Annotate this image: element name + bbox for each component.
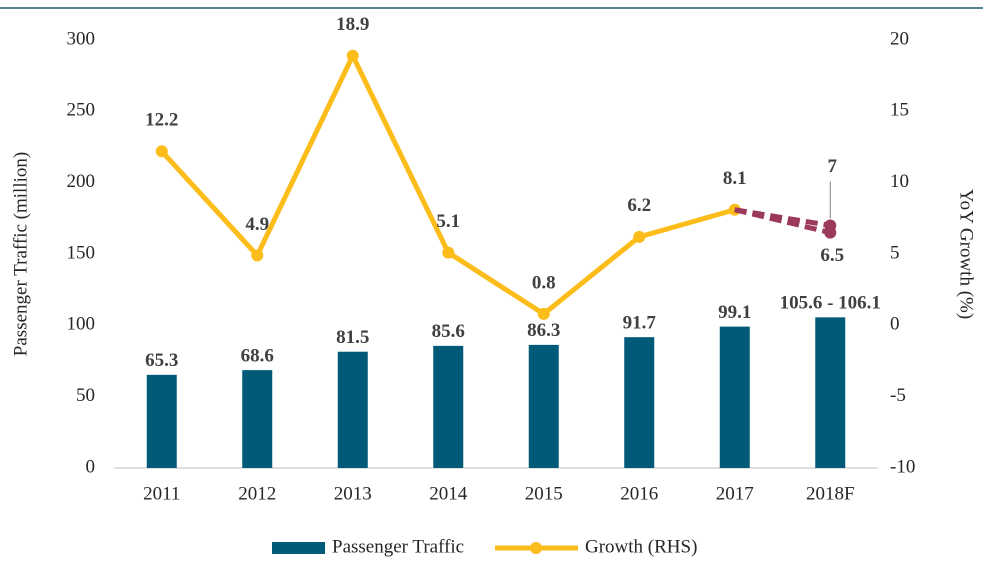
growth-point <box>346 49 359 62</box>
bar <box>242 370 273 468</box>
x-tick-label: 2017 <box>716 483 754 504</box>
forecast-value-label: 6.5 <box>820 245 844 266</box>
growth-value-label: 8.1 <box>723 168 747 189</box>
bar-value-label: 81.5 <box>336 327 369 348</box>
y2-tick-label: 20 <box>890 28 909 49</box>
growth-value-label: 18.9 <box>336 14 369 35</box>
y2-tick-label: -5 <box>890 385 906 406</box>
x-tick-label: 2013 <box>334 483 372 504</box>
bar <box>528 344 559 468</box>
y-tick-label: 50 <box>76 385 95 406</box>
bar-value-label: 68.6 <box>241 345 274 366</box>
x-tick-label: 2011 <box>143 483 180 504</box>
y2-tick-label: -10 <box>890 456 915 477</box>
y-axis-title: Passenger Traffic (million) <box>10 152 31 356</box>
x-tick-label: 2012 <box>238 483 276 504</box>
y2-tick-label: 5 <box>890 242 900 263</box>
y-tick-label: 100 <box>67 314 96 335</box>
growth-value-label: 6.2 <box>627 195 651 216</box>
bar <box>624 337 655 468</box>
y-tick-label: 0 <box>86 456 96 477</box>
growth-point <box>442 246 455 259</box>
forecast-value-label: 7 <box>828 156 838 177</box>
growth-value-label: 12.2 <box>145 110 178 131</box>
growth-value-label: 0.8 <box>532 272 556 293</box>
forecast-line <box>734 207 831 236</box>
growth-line <box>159 53 736 317</box>
growth-point <box>633 230 646 243</box>
legend-swatch <box>272 542 325 554</box>
x-tick-label: 2016 <box>620 483 658 504</box>
growth-point <box>537 307 550 320</box>
legend-swatch <box>530 542 542 554</box>
y2-axis-title: YoY Growth (%) <box>956 189 977 319</box>
y2-tick-label: 0 <box>890 314 900 335</box>
growth-value-label: 4.9 <box>245 214 269 235</box>
bar <box>433 345 464 468</box>
bar <box>719 326 750 468</box>
y2-tick-label: 10 <box>890 171 909 192</box>
bar <box>337 351 368 468</box>
bar-value-label: 99.1 <box>718 302 751 323</box>
growth-point <box>251 249 264 262</box>
bar-value-label: 65.3 <box>145 350 178 371</box>
growth-value-label: 5.1 <box>436 211 460 232</box>
legend-label: Passenger Traffic <box>332 536 464 557</box>
bar-value-label: 105.6 - 106.1 <box>780 293 881 314</box>
y2-tick-label: 15 <box>890 100 909 121</box>
bar-value-label: 85.6 <box>432 321 465 342</box>
growth-point <box>155 145 168 158</box>
y-tick-label: 250 <box>67 100 96 121</box>
y-tick-label: 200 <box>67 171 96 192</box>
bar <box>146 374 177 468</box>
legend-label: Growth (RHS) <box>585 536 697 557</box>
y-tick-label: 150 <box>67 242 96 263</box>
y-tick-label: 300 <box>67 28 96 49</box>
forecast-line <box>734 207 831 228</box>
forecast-point <box>824 226 837 239</box>
x-tick-label: 2015 <box>525 483 563 504</box>
bar-value-label: 91.7 <box>623 313 657 334</box>
x-tick-label: 2018F <box>806 483 855 504</box>
bar-value-label: 86.3 <box>527 320 560 341</box>
x-tick-label: 2014 <box>429 483 468 504</box>
bar <box>815 317 846 468</box>
